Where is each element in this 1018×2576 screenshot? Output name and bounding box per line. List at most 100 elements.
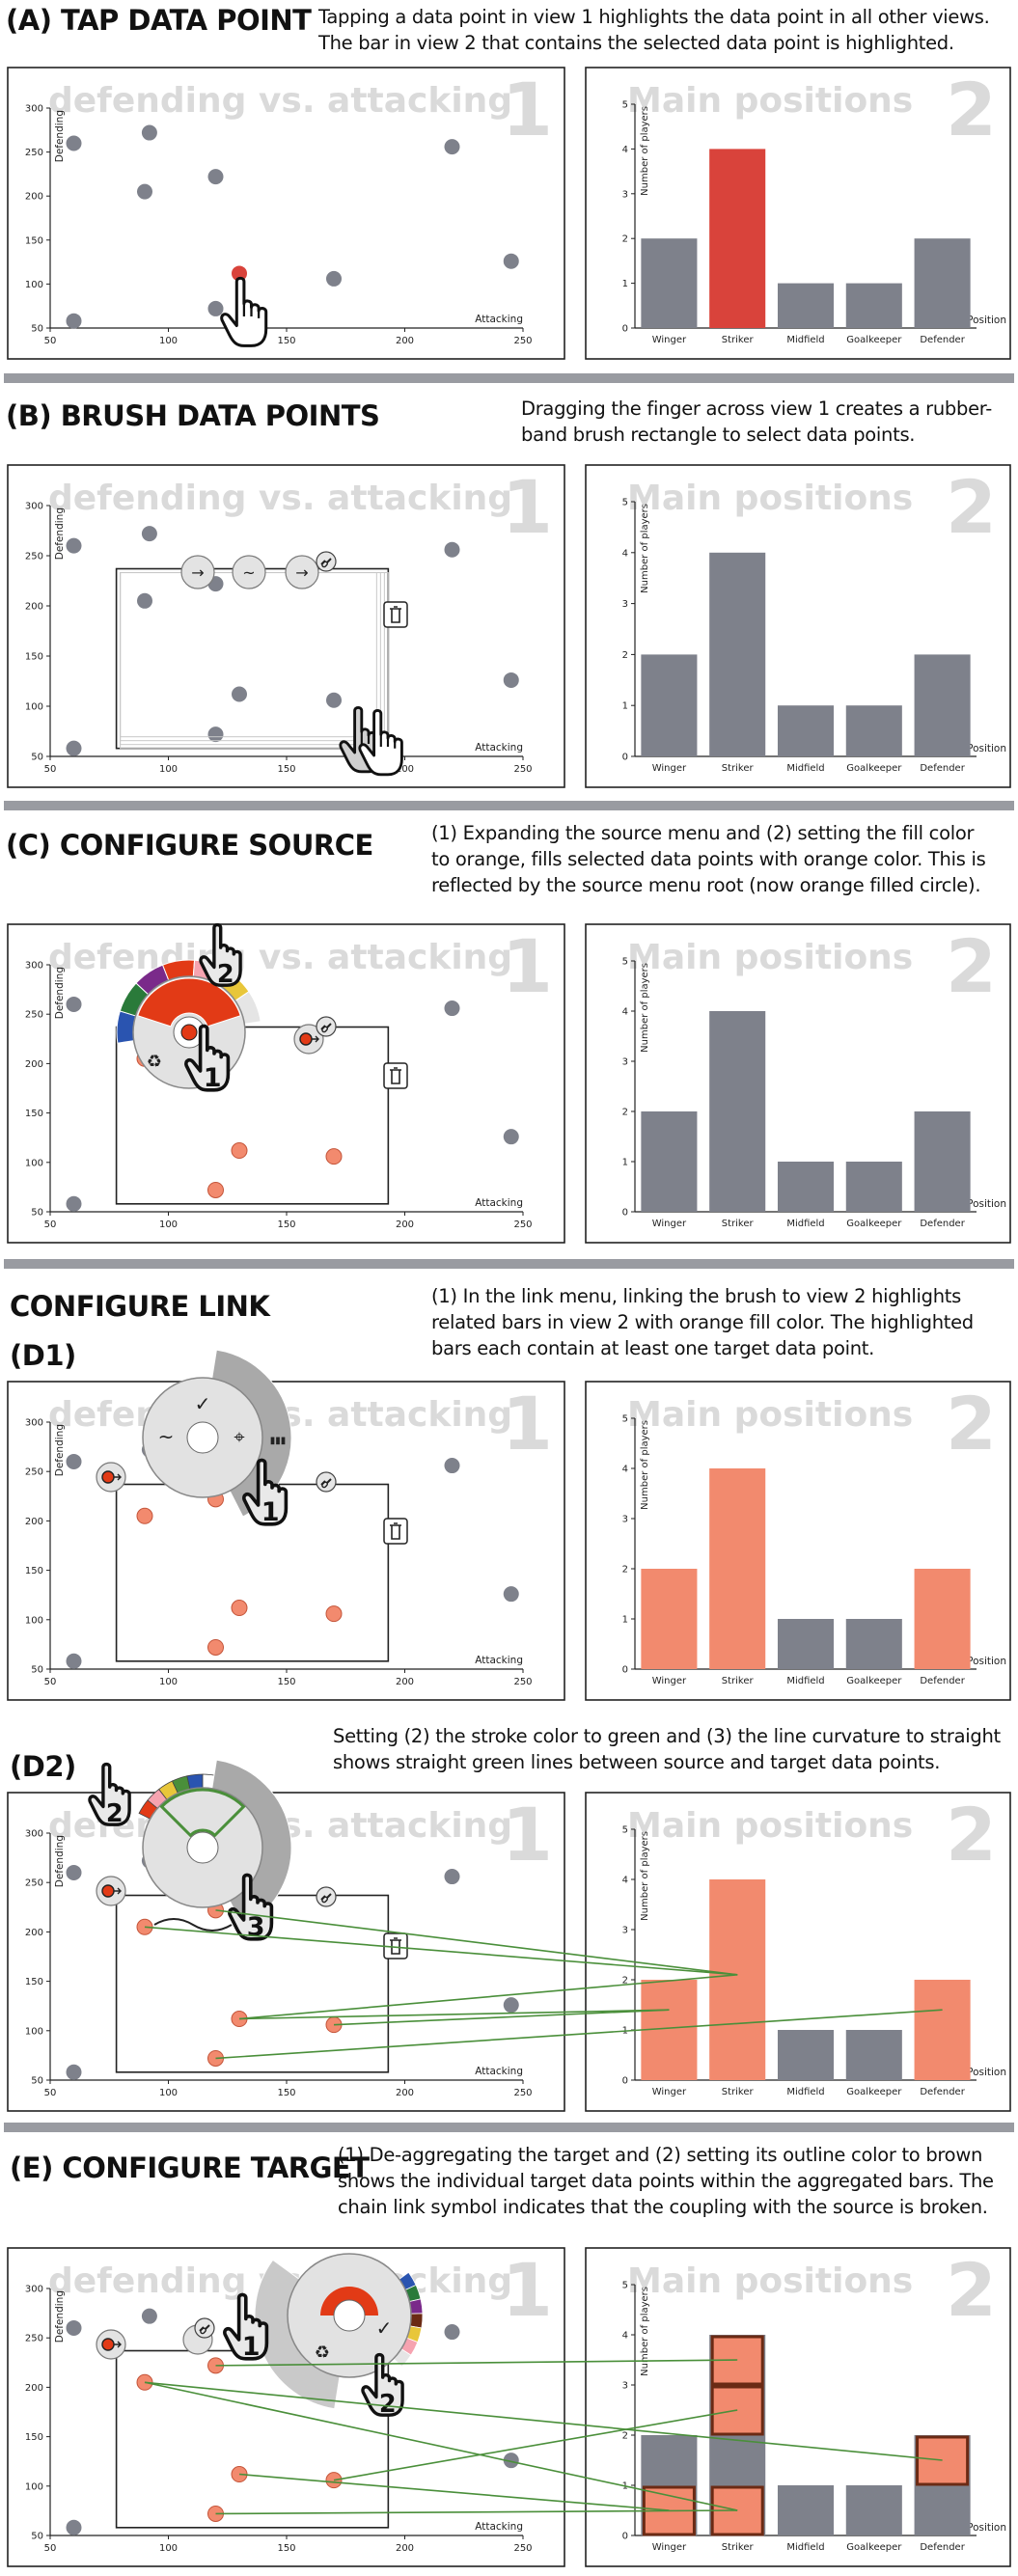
- x-tick-label: 50: [44, 2088, 57, 2098]
- y-tick-label: 4: [622, 1876, 628, 1886]
- y-tick-label: 2: [622, 650, 628, 661]
- section-b-caption: Dragging the finger across view 1 create…: [521, 396, 992, 448]
- curve-icon: [153, 1918, 233, 1932]
- data-point: [66, 740, 82, 756]
- data-point: [232, 265, 247, 282]
- category-label: Defender: [920, 1219, 965, 1229]
- y-tick-label: 250: [25, 1010, 43, 1021]
- arrow-icon: [114, 1887, 122, 1895]
- link-line: [144, 2381, 943, 2461]
- y-tick-label: 200: [25, 1059, 43, 1070]
- x-axis-label: Position: [967, 315, 1006, 326]
- view-number-watermark: 1: [502, 67, 553, 152]
- y-tick-label: 5: [622, 498, 628, 508]
- y-tick-label: 3: [622, 1515, 628, 1525]
- y-tick-label: 50: [31, 2532, 43, 2542]
- section-divider: [4, 2123, 1014, 2132]
- link-line: [238, 2009, 670, 2020]
- caption-line: (1) Expanding the source menu and (2) se…: [431, 822, 975, 844]
- arrow-icon: [114, 2341, 122, 2348]
- data-point: [207, 1181, 224, 1198]
- y-tick-label: 4: [622, 145, 628, 155]
- x-tick-label: 150: [277, 2543, 295, 2554]
- x-tick-label: 50: [44, 336, 57, 346]
- bar-view-b: Main positions 2 0 1 2 3 4 5 Number of players Po…: [585, 464, 1011, 788]
- x-tick-label: 100: [159, 2088, 178, 2098]
- x-tick-label: 50: [44, 764, 57, 775]
- data-point: [66, 2519, 82, 2535]
- x-tick-label: 100: [159, 764, 178, 775]
- y-tick-label: 100: [25, 1615, 43, 1626]
- bar: [845, 1619, 902, 1669]
- y-tick-label: 3: [622, 599, 628, 610]
- source-dot: [101, 2338, 115, 2351]
- x-tick-label: 200: [396, 764, 414, 775]
- data-point: [66, 313, 82, 329]
- section-a-heading: (A) TAP DATA POINT: [6, 4, 312, 37]
- x-axis-label: Attacking: [475, 1197, 523, 1209]
- scatter-view-e: defending vs. attacking15010015020025050…: [7, 2247, 565, 2567]
- y-tick-label: 250: [25, 148, 43, 158]
- y-tick-label: 1: [622, 1615, 628, 1626]
- view-number-watermark: 2: [946, 1792, 997, 1877]
- chain-ring: [200, 2327, 206, 2335]
- y-tick-label: 150: [25, 1566, 43, 1576]
- hand-pointer-icon: [220, 276, 268, 347]
- menu-center: [186, 1421, 219, 1454]
- trash-icon: [383, 1062, 408, 1089]
- y-tick-label: 1: [622, 701, 628, 712]
- callout-number: 2: [379, 2390, 397, 2419]
- category-label: Striker: [722, 1676, 755, 1686]
- data-point: [503, 1997, 519, 2014]
- category-label: Defender: [920, 335, 965, 345]
- scatter-view-d2: defending vs. attacking15010015020025050…: [7, 1759, 565, 2112]
- bar: [845, 283, 902, 328]
- hand-pointer-icon: [228, 1873, 274, 1941]
- view-number-watermark: 1: [502, 923, 553, 1009]
- data-point: [325, 1148, 343, 1165]
- callout-hand: 2: [88, 1762, 131, 1828]
- y-tick-label: 4: [622, 2331, 628, 2342]
- callout-number: 3: [247, 1912, 265, 1942]
- y-axis-label: Number of players: [640, 1420, 650, 1510]
- scatter-view-d1: defending vs. attacking15010015020025050…: [7, 1349, 565, 1701]
- curve-icon: ~: [242, 563, 255, 582]
- x-tick-label: 250: [513, 336, 532, 346]
- view-number-watermark: 2: [946, 67, 997, 152]
- y-tick-label: 150: [25, 235, 43, 246]
- data-point: [66, 1195, 82, 1212]
- trash-icon: [383, 1518, 408, 1545]
- x-tick-label: 150: [277, 336, 295, 346]
- category-label: Goalkeeper: [846, 1219, 902, 1229]
- link-line: [238, 2473, 670, 2511]
- bar: [845, 1162, 902, 1212]
- arrow-icon: [114, 1473, 122, 1481]
- bar: [777, 283, 835, 328]
- data-point: [207, 1638, 224, 1656]
- view-number-watermark: 1: [502, 1381, 553, 1466]
- chain-ring: [321, 1481, 328, 1489]
- bar: [777, 705, 835, 756]
- data-point: [66, 135, 82, 151]
- view-frame: [7, 464, 565, 788]
- category-label: Midfield: [786, 1676, 824, 1686]
- data-point: [207, 169, 224, 185]
- menu-bubble: [180, 555, 215, 589]
- view-title-watermark: Main positions: [627, 2261, 913, 2301]
- y-tick-label: 100: [25, 2026, 43, 2037]
- link-line: [215, 2009, 943, 2060]
- trash-frame: [383, 601, 408, 628]
- category-label: Winger: [652, 1676, 687, 1686]
- chain-ring: [321, 561, 328, 568]
- view-title-watermark: defending vs. attacking: [48, 938, 512, 977]
- arrow-icon: →: [191, 563, 204, 582]
- callout-number: 2: [217, 960, 234, 989]
- bar: [709, 1011, 766, 1212]
- x-axis-label: Position: [967, 2522, 1006, 2534]
- caption-line: shows the individual target data points …: [338, 2170, 994, 2192]
- link-line: [333, 2409, 738, 2481]
- link-line: [215, 1909, 738, 1976]
- y-tick-label: 200: [25, 2383, 43, 2394]
